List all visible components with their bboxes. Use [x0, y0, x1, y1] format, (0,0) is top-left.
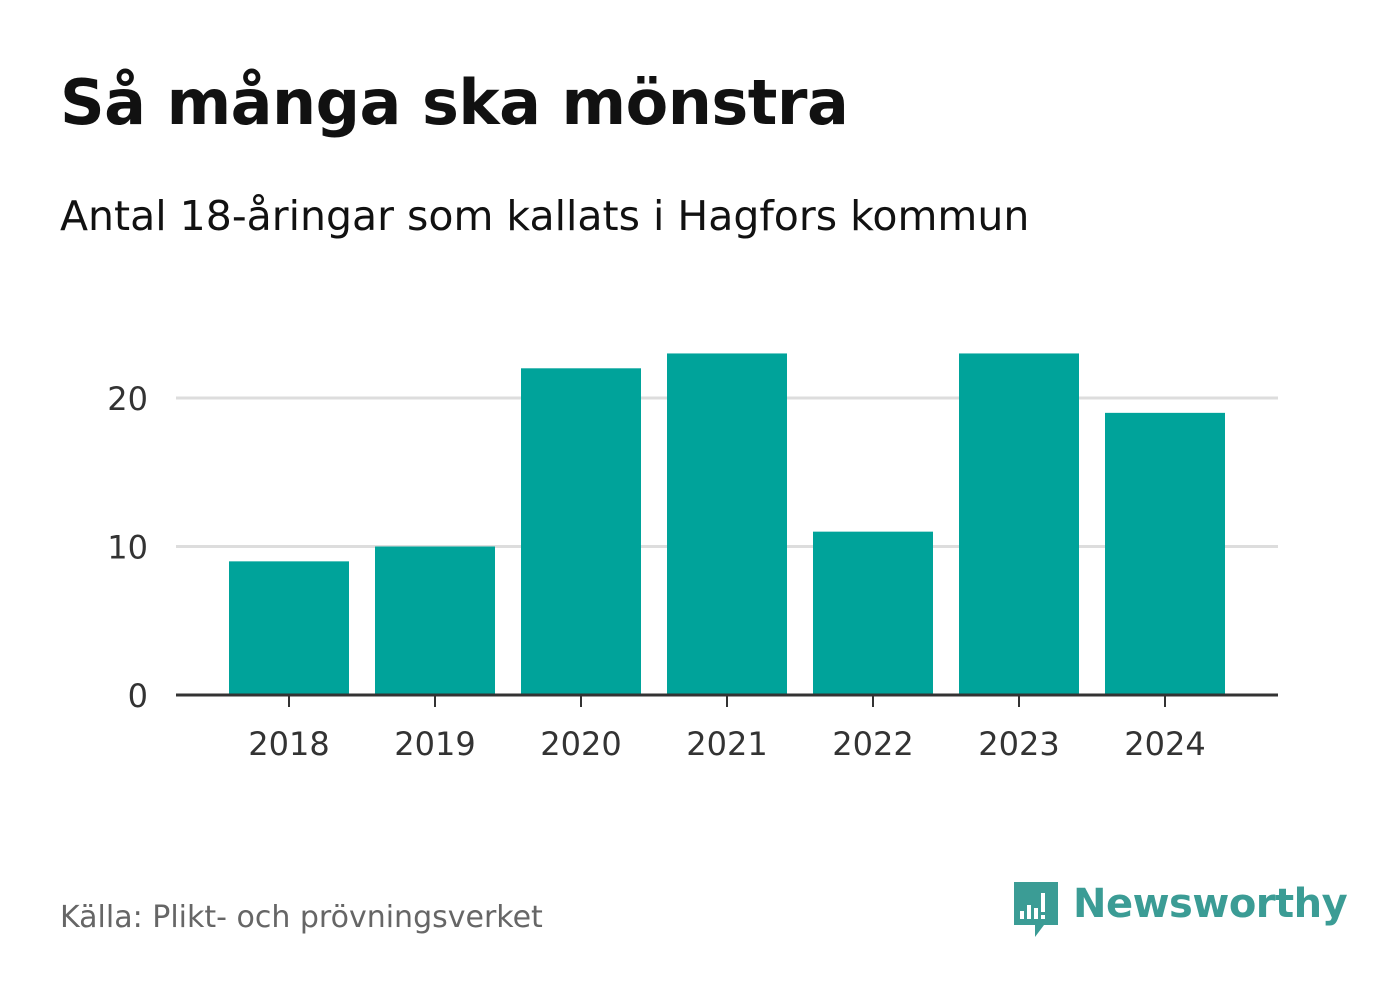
bars	[229, 353, 1225, 695]
x-tick-label: 2023	[978, 725, 1059, 763]
x-tick-label: 2024	[1124, 725, 1205, 763]
chart-title: Så många ska mönstra	[60, 66, 849, 139]
bar-2024	[1105, 412, 1225, 695]
newsworthy-logo-icon	[1014, 882, 1058, 937]
bar-2022	[813, 531, 933, 695]
chart-subtitle: Antal 18-åringar som kallats i Hagfors k…	[60, 192, 1030, 240]
bar-2021	[667, 353, 787, 695]
x-tick-label: 2019	[394, 725, 475, 763]
x-tick-label: 2022	[832, 725, 913, 763]
bar-2019	[375, 546, 495, 695]
bar-2018	[229, 561, 349, 695]
brand-name: Newsworthy	[1073, 881, 1348, 927]
source-note: Källa: Plikt- och prövningsverket	[60, 900, 543, 935]
x-axis	[176, 693, 1278, 707]
bar-2020	[521, 368, 641, 695]
bar-2023	[959, 353, 1079, 695]
x-tick-label: 2020	[540, 725, 621, 763]
tick-labels: 0 10 20 2018 2019 2020 2021 2022 2023 2024	[107, 380, 1205, 763]
y-tick-label: 10	[107, 529, 148, 567]
y-tick-label: 20	[107, 380, 148, 418]
brand-logo: Newsworthy	[1011, 879, 1348, 941]
y-tick-label: 0	[128, 677, 148, 715]
x-tick-label: 2018	[248, 725, 329, 763]
x-tick-label: 2021	[686, 725, 767, 763]
